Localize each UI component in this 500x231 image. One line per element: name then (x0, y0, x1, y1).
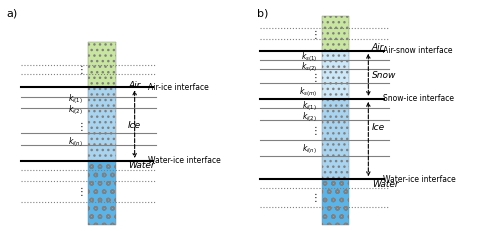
Text: Water: Water (128, 160, 155, 169)
Text: Ice: Ice (128, 120, 141, 129)
Bar (322, 52, 349, 100)
Text: Air: Air (128, 80, 140, 89)
Text: a): a) (6, 8, 18, 18)
Bar (322, 179, 349, 225)
Bar (88, 43, 116, 88)
Text: Water: Water (372, 179, 398, 188)
Text: $\vdots$: $\vdots$ (310, 28, 317, 41)
Bar (322, 100, 349, 179)
Text: $k_{i(2)}$: $k_{i(2)}$ (302, 110, 317, 124)
Text: $\vdots$: $\vdots$ (76, 62, 84, 75)
Text: $k_{i(n)}$: $k_{i(n)}$ (302, 142, 317, 155)
Bar (322, 179, 349, 225)
Bar (88, 43, 116, 88)
Text: $\vdots$: $\vdots$ (310, 124, 317, 137)
Text: $\vdots$: $\vdots$ (310, 70, 317, 83)
Text: Air-snow interface: Air-snow interface (384, 46, 453, 55)
Bar (322, 17, 349, 52)
Text: $\vdots$: $\vdots$ (76, 184, 84, 197)
Bar (88, 161, 116, 225)
Text: $k_{i(n)}$: $k_{i(n)}$ (68, 135, 84, 149)
Bar (322, 100, 349, 179)
Text: $k_{s(1)}$: $k_{s(1)}$ (301, 50, 317, 64)
Bar (88, 161, 116, 225)
Bar (322, 52, 349, 100)
Text: Snow-ice interface: Snow-ice interface (384, 94, 454, 103)
Text: $\vdots$: $\vdots$ (310, 190, 317, 203)
Text: $k_{s(2)}$: $k_{s(2)}$ (301, 60, 317, 73)
Bar (88, 88, 116, 161)
Text: $\vdots$: $\vdots$ (76, 119, 84, 132)
Text: b): b) (258, 8, 269, 18)
Text: $k_{s(m)}$: $k_{s(m)}$ (299, 85, 317, 98)
Text: Snow: Snow (372, 71, 396, 80)
Text: Ice: Ice (372, 122, 385, 131)
Text: $k_{i(1)}$: $k_{i(1)}$ (302, 98, 317, 112)
Text: Water-ice interface: Water-ice interface (384, 174, 456, 183)
Text: Air: Air (372, 43, 384, 52)
Text: $k_{i(2)}$: $k_{i(2)}$ (68, 103, 84, 117)
Text: $k_{i(1)}$: $k_{i(1)}$ (68, 91, 84, 105)
Bar (322, 17, 349, 52)
Bar (88, 88, 116, 161)
Text: Air-ice interface: Air-ice interface (148, 82, 209, 91)
Text: Water-ice interface: Water-ice interface (148, 155, 221, 164)
